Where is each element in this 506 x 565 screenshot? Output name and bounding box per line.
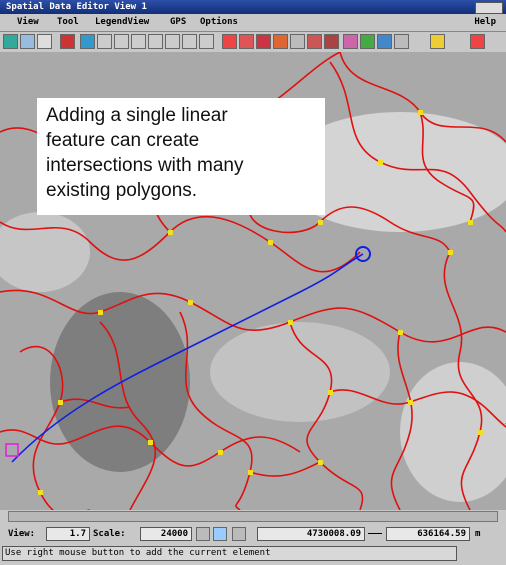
tool-button[interactable]	[80, 34, 95, 49]
tool-button[interactable]	[148, 34, 163, 49]
menu-item[interactable]: LegendView	[95, 14, 149, 31]
callout: Adding a single linear feature can creat…	[37, 98, 325, 215]
coord-separator	[368, 533, 382, 534]
tool-button[interactable]	[222, 34, 237, 49]
position-button[interactable]	[213, 527, 227, 541]
title-bar: Spatial Data Editor View 1	[0, 0, 506, 14]
tool-button[interactable]	[37, 34, 52, 49]
tool-button[interactable]	[3, 34, 18, 49]
tool-button[interactable]	[324, 34, 339, 49]
menu-item[interactable]: View	[17, 14, 39, 31]
unit-label: m	[475, 527, 480, 541]
view-label: View:	[8, 527, 35, 541]
tool-button[interactable]	[343, 34, 358, 49]
easting-field[interactable]: 636164.59	[386, 527, 470, 541]
app-window: Spatial Data Editor View 1 View Tool Leg…	[0, 0, 506, 565]
tool-button[interactable]	[97, 34, 112, 49]
tool-button[interactable]	[114, 34, 129, 49]
tool-button[interactable]	[377, 34, 392, 49]
menu-item[interactable]: Help	[474, 14, 496, 31]
imagery-patch	[210, 322, 390, 422]
scale-button[interactable]	[196, 527, 210, 541]
window-controls[interactable]	[475, 2, 503, 14]
tool-button[interactable]	[256, 34, 271, 49]
tool-button[interactable]	[60, 34, 75, 49]
tool-button[interactable]	[182, 34, 197, 49]
tool-button[interactable]	[20, 34, 35, 49]
window-title: Spatial Data Editor View 1	[6, 2, 147, 12]
tool-button[interactable]	[165, 34, 180, 49]
menu-item[interactable]: Tool	[57, 14, 79, 31]
menu-item[interactable]: Options	[200, 14, 238, 31]
status-bar: View: 1.7 Scale: 24000 4730008.09 636164…	[0, 524, 506, 545]
tool-button[interactable]	[273, 34, 288, 49]
tool-button[interactable]	[290, 34, 305, 49]
tool-button[interactable]	[199, 34, 214, 49]
horizontal-scrollbar[interactable]	[8, 511, 498, 522]
menu-item[interactable]: GPS	[170, 14, 186, 31]
callout-line: intersections with many	[46, 153, 325, 178]
tool-button[interactable]	[470, 34, 485, 49]
callout-line: existing polygons.	[46, 178, 325, 203]
tool-button[interactable]	[307, 34, 322, 49]
imagery-patch	[50, 292, 190, 472]
menu-bar: View Tool LegendView GPS Options Help	[0, 14, 506, 32]
tool-button[interactable]	[131, 34, 146, 49]
tool-button[interactable]	[360, 34, 375, 49]
zoom-field[interactable]: 1.7	[46, 527, 90, 541]
northing-field[interactable]: 4730008.09	[257, 527, 365, 541]
callout-line: Adding a single linear	[46, 103, 325, 128]
toolbar	[0, 32, 506, 51]
scale-field[interactable]: 24000	[140, 527, 192, 541]
scale-label: Scale:	[93, 527, 126, 541]
message-line: Use right mouse button to add the curren…	[2, 546, 457, 561]
north-arrow-button[interactable]	[232, 527, 246, 541]
tool-button[interactable]	[430, 34, 445, 49]
tool-button[interactable]	[394, 34, 409, 49]
tool-button[interactable]	[239, 34, 254, 49]
callout-line: feature can create	[46, 128, 325, 153]
